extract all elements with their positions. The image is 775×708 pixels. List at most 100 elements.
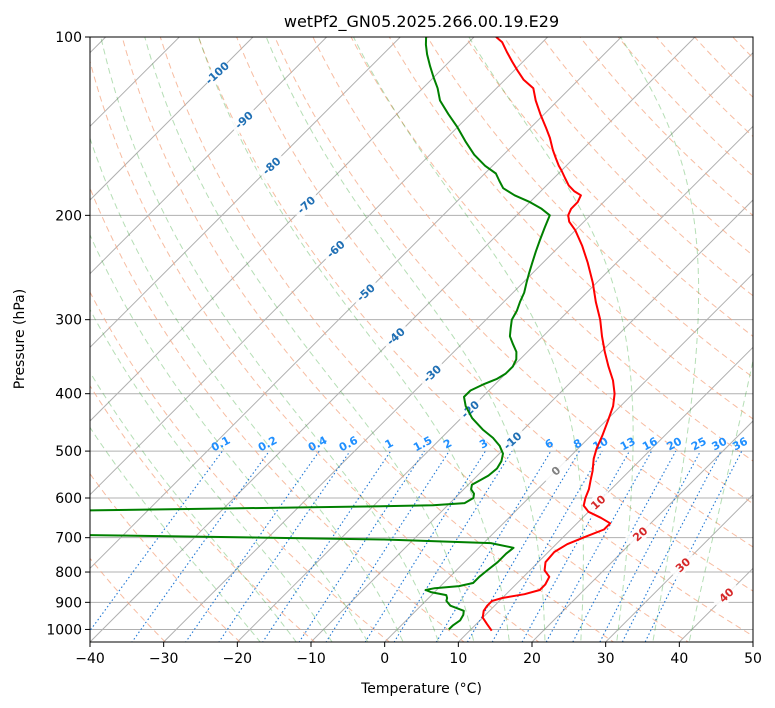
isotherm-line bbox=[90, 37, 328, 275]
isotherm-line bbox=[90, 37, 402, 349]
x-tick-label: −20 bbox=[223, 651, 253, 667]
dry-adiabat bbox=[236, 37, 753, 592]
y-tick-label: 1000 bbox=[46, 622, 82, 638]
x-tick-label: 10 bbox=[449, 651, 467, 667]
mixing-ratio-label: 2 bbox=[441, 436, 454, 451]
dewpoint-trace bbox=[90, 37, 551, 631]
y-axis-title: Pressure (hPa) bbox=[12, 289, 28, 389]
isotherm-line bbox=[531, 420, 753, 642]
isotherm-line bbox=[236, 125, 753, 642]
isotherm-label-bg bbox=[624, 519, 656, 549]
mixing-ratio-label: 13 bbox=[618, 435, 638, 454]
dry-adiabat bbox=[197, 37, 753, 637]
y-tick-label: 900 bbox=[55, 595, 82, 611]
isotherm-label-bg bbox=[540, 456, 571, 486]
mixing-ratio-label: 25 bbox=[689, 435, 709, 454]
isotherm-label-bg bbox=[497, 426, 528, 456]
x-tick-label: 50 bbox=[744, 651, 762, 667]
mixing-ratio-line bbox=[262, 450, 392, 642]
mixing-ratio-line bbox=[218, 450, 351, 642]
dry-adiabat bbox=[655, 37, 753, 138]
isotherm-label-bg bbox=[711, 580, 742, 610]
dry-adiabat bbox=[465, 37, 753, 338]
mixing-ratio-line bbox=[393, 450, 513, 642]
dry-adiabat bbox=[503, 37, 753, 297]
isotherm-label-bg bbox=[454, 394, 486, 424]
x-tick-label: −40 bbox=[75, 651, 105, 667]
dry-adiabat bbox=[388, 37, 753, 420]
x-tick-label: −10 bbox=[296, 651, 326, 667]
chart-title: wetPf2_GN05.2025.266.00.19.E29 bbox=[284, 12, 559, 32]
moist-adiabat bbox=[620, 37, 700, 642]
dry-adiabat bbox=[121, 37, 615, 642]
isotherm-line bbox=[162, 51, 753, 642]
dry-adiabat bbox=[274, 37, 753, 548]
dry-adiabat bbox=[90, 384, 316, 642]
dry-adiabat bbox=[159, 37, 690, 642]
isotherm-label-bg bbox=[291, 190, 322, 220]
dry-adiabat bbox=[90, 291, 391, 642]
moist-adiabat bbox=[468, 37, 634, 642]
isotherm-line bbox=[90, 37, 475, 422]
y-axis: 1000 900 800 700 600 500 400 300 200 100 bbox=[46, 30, 90, 638]
dry-adiabat bbox=[90, 186, 465, 642]
mixing-ratio-line bbox=[521, 450, 630, 642]
mixing-ratio-line bbox=[466, 450, 580, 642]
mixing-ratio-line bbox=[185, 450, 320, 642]
plot-frame bbox=[89, 36, 754, 643]
dry-adiabat bbox=[541, 37, 753, 257]
dry-adiabat bbox=[90, 59, 540, 642]
x-axis-title: Temperature (°C) bbox=[360, 681, 482, 697]
isotherm-label-bg bbox=[416, 359, 448, 389]
isotherm-line bbox=[90, 37, 181, 128]
x-tick-label: 30 bbox=[597, 651, 615, 667]
mixing-ratio-line bbox=[435, 450, 552, 642]
isotherm-label-bg bbox=[201, 58, 233, 88]
mixing-ratio-label: 16 bbox=[640, 435, 660, 454]
dry-adiabat bbox=[90, 472, 241, 642]
moist-adiabat bbox=[144, 37, 475, 642]
mixing-ratio-label: 20 bbox=[664, 435, 684, 454]
mixing-ratio-label: 36 bbox=[730, 435, 750, 454]
dry-adiabat bbox=[579, 37, 753, 217]
isotherm-line bbox=[752, 641, 753, 642]
moist-adiabat bbox=[353, 37, 584, 642]
y-tick-label: 800 bbox=[55, 565, 82, 581]
mixing-ratio-line bbox=[621, 450, 722, 642]
y-tick-label: 400 bbox=[55, 387, 82, 403]
mixing-ratio-line bbox=[491, 450, 603, 642]
isotherm-label-bg bbox=[256, 151, 287, 181]
moist-adiabat bbox=[90, 371, 297, 642]
moist-adiabat bbox=[265, 37, 546, 642]
moist-adiabat bbox=[90, 426, 261, 642]
x-tick-label: 0 bbox=[380, 651, 389, 667]
isotherm-label-bg bbox=[380, 321, 411, 351]
mixing-ratio-line bbox=[572, 450, 677, 642]
isotherm-line bbox=[457, 346, 753, 642]
isotherm-label-bg bbox=[320, 234, 351, 264]
dry-adiabat bbox=[732, 37, 753, 59]
y-tick-label: 700 bbox=[55, 531, 82, 547]
isotherm-line bbox=[90, 37, 254, 201]
isotherm-line bbox=[383, 272, 753, 642]
dry-adiabat bbox=[745, 10, 775, 649]
moist-adiabat bbox=[90, 233, 369, 642]
mixing-ratio-line bbox=[90, 450, 223, 632]
moist-adiabat bbox=[90, 308, 333, 642]
mixing-ratio-label: 30 bbox=[710, 435, 730, 454]
mixing-ratio-line bbox=[599, 450, 701, 642]
isotherm-label: -100 bbox=[203, 59, 232, 87]
dry-adiabat bbox=[426, 37, 753, 379]
moist-adiabat bbox=[688, 358, 753, 642]
y-tick-label: 500 bbox=[55, 444, 82, 460]
mixing-ratio-label: 6 bbox=[543, 436, 556, 451]
mixing-ratio-line bbox=[298, 450, 425, 642]
x-tick-label: −30 bbox=[149, 651, 179, 667]
x-axis: −40 −30 −20 −10 0 10 20 30 40 50 bbox=[75, 642, 762, 667]
mixing-ratio-line bbox=[325, 450, 450, 642]
x-tick-label: 20 bbox=[523, 651, 541, 667]
mixing-ratio-label: 3 bbox=[477, 436, 490, 451]
x-tick-label: 40 bbox=[670, 651, 688, 667]
